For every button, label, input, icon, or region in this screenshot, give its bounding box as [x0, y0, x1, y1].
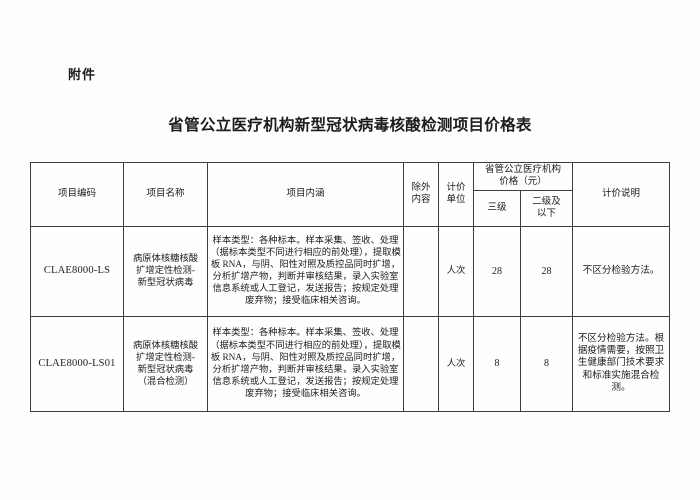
header-price-group: 省管公立医疗机构 价格（元） — [472, 162, 574, 191]
header-project-name: 项目名称 — [123, 162, 208, 227]
cell-price-tier2: 28 — [519, 225, 574, 317]
table-row: CLAE8000-LS 病原体核糖核酸 扩增定性检测- 新型冠状病毒 样本类型：… — [30, 225, 671, 317]
cell-project-content: 样本类型：各种标本。样本采集、签收、处理（据标本类型不同进行相应的前处理），提取… — [207, 315, 404, 412]
header-price-tier2: 二级及 以下 — [519, 189, 574, 227]
cell-exclusion — [403, 315, 439, 412]
cell-pricing-unit: 人次 — [438, 315, 474, 412]
table-row: CLAE8000-LS01 病原体核糖核酸 扩增定性检测- 新型冠状病毒 （混合… — [30, 315, 671, 412]
cell-price-tier3: 8 — [473, 315, 521, 412]
cell-exclusion — [403, 225, 439, 317]
cell-project-name: 病原体核糖核酸 扩增定性检测- 新型冠状病毒 （混合检测） — [123, 315, 208, 412]
cell-project-code: CLAE8000-LS — [30, 225, 124, 317]
header-price-tier3: 三级 — [473, 189, 521, 227]
cell-pricing-unit: 人次 — [438, 225, 474, 317]
cell-pricing-note: 不区分检验方法。根据疫情需要，按照卫生健康部门技术要求和标准实施混合检测。 — [572, 315, 671, 412]
table-header-row: 项目编码 项目名称 项目内涵 除外 内容 计价 单位 省管公立医疗机构 价格（元… — [30, 162, 671, 227]
page-title: 省管公立医疗机构新型冠状病毒核酸检测项目价格表 — [168, 117, 532, 134]
cell-project-code: CLAE8000-LS01 — [30, 315, 124, 412]
header-pricing-note: 计价说明 — [572, 162, 671, 227]
cell-project-name: 病原体核糖核酸 扩增定性检测- 新型冠状病毒 — [123, 225, 208, 317]
attachment-label: 附件 — [68, 67, 97, 82]
header-pricing-unit: 计价 单位 — [438, 162, 474, 227]
cell-pricing-note: 不区分检验方法。 — [572, 225, 671, 317]
header-project-content: 项目内涵 — [207, 162, 404, 227]
price-table: 项目编码 项目名称 项目内涵 除外 内容 计价 单位 省管公立医疗机构 价格（元… — [30, 162, 671, 412]
cell-project-content: 样本类型：各种标本。样本采集、签收、处理（据标本类型不同进行相应的前处理），提取… — [207, 225, 404, 317]
header-project-code: 项目编码 — [30, 162, 124, 227]
header-exclusion: 除外 内容 — [403, 162, 439, 227]
cell-price-tier3: 28 — [473, 225, 521, 317]
cell-price-tier2: 8 — [519, 315, 574, 412]
